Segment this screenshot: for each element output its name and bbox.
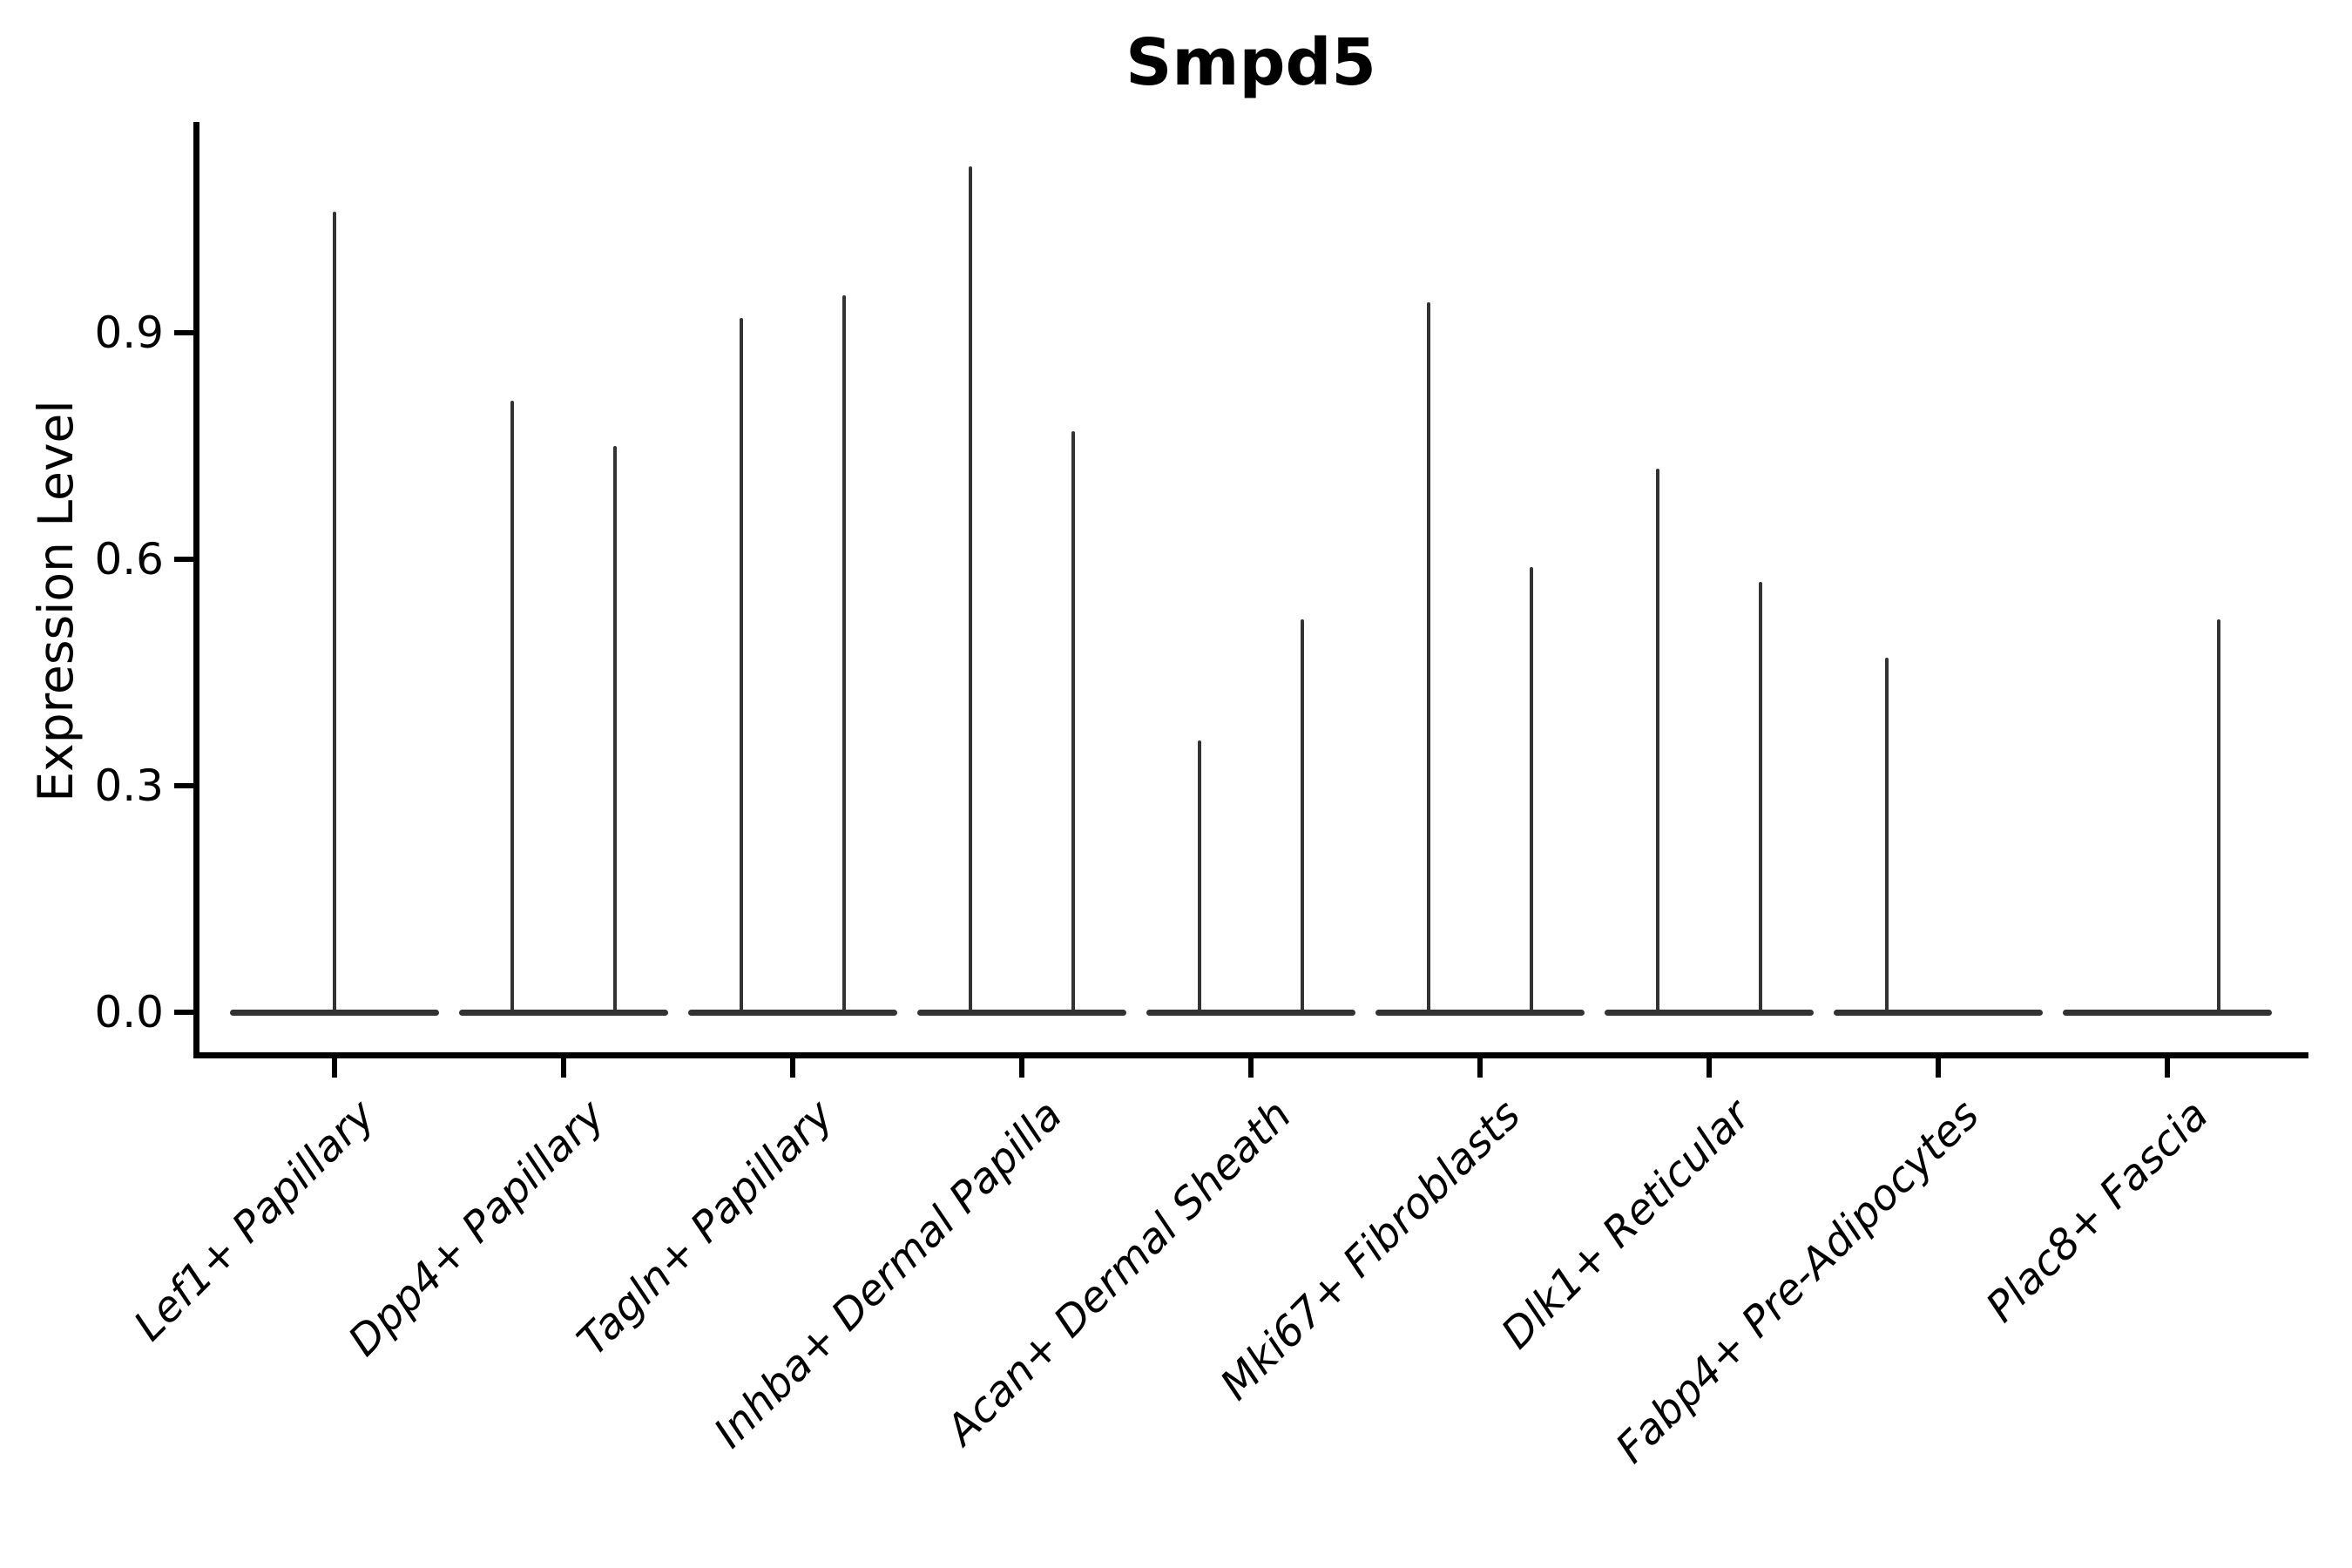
x-tick <box>1248 1058 1254 1078</box>
violin-spike <box>842 294 846 1012</box>
violin-spike <box>2217 619 2220 1012</box>
x-tick-label-7: Dlk1+ Reticular <box>1491 1091 1760 1359</box>
y-tick-label: 0.0 <box>94 987 164 1037</box>
violin-spike <box>613 445 617 1012</box>
violin-baseline <box>230 1009 439 1016</box>
violin-baseline <box>917 1009 1126 1016</box>
violin-spike <box>740 317 743 1012</box>
y-tick-label: 0.6 <box>94 533 164 585</box>
x-tick <box>332 1058 337 1078</box>
violin-baseline <box>1146 1009 1355 1016</box>
x-axis-spine <box>193 1052 2308 1058</box>
violin-baseline <box>688 1009 897 1016</box>
chart-title: Smpd5 <box>1125 25 1376 100</box>
violin-spike <box>1301 619 1304 1012</box>
violin-spike <box>333 212 336 1012</box>
y-tick <box>174 329 193 335</box>
x-tick <box>1936 1058 1941 1078</box>
violin-baseline <box>459 1009 668 1016</box>
y-tick-label: 0.3 <box>94 760 164 811</box>
x-tick <box>1477 1058 1483 1078</box>
violin-spike <box>1759 581 1762 1012</box>
violin-spike <box>1198 740 1201 1012</box>
y-axis-spine <box>193 122 199 1058</box>
violin-spike <box>1530 566 1533 1012</box>
violin-baseline <box>1375 1009 1585 1016</box>
y-tick <box>174 556 193 562</box>
violin-spike <box>1071 430 1075 1012</box>
x-tick <box>561 1058 566 1078</box>
y-tick-label: 0.9 <box>94 307 164 358</box>
x-tick-label-8: Fabp4+ Pre-Adipocytes <box>1606 1091 1989 1473</box>
violin-baseline <box>1834 1009 2043 1016</box>
x-tick <box>790 1058 795 1078</box>
violin-baseline <box>1605 1009 1814 1016</box>
y-axis-title: Expression Level <box>28 400 84 802</box>
x-tick <box>1019 1058 1024 1078</box>
y-tick <box>174 1010 193 1015</box>
x-tick-label-1: Lef1+ Papillary <box>125 1091 385 1351</box>
violin-spike <box>969 166 972 1012</box>
x-tick-label-9: Plac8+ Fascia <box>1976 1091 2218 1332</box>
x-tick <box>1707 1058 1712 1078</box>
x-tick-label-3: Tagln+ Papillary <box>568 1091 843 1366</box>
y-tick <box>174 782 193 788</box>
violin-spike <box>510 400 514 1012</box>
violin-spike <box>1885 657 1889 1012</box>
violin-spike <box>1656 468 1659 1012</box>
x-tick <box>2165 1058 2170 1078</box>
violin-baseline <box>2063 1009 2272 1016</box>
violin-spike <box>1427 302 1430 1012</box>
x-tick-label-2: Dpp4+ Papillary <box>339 1091 614 1366</box>
